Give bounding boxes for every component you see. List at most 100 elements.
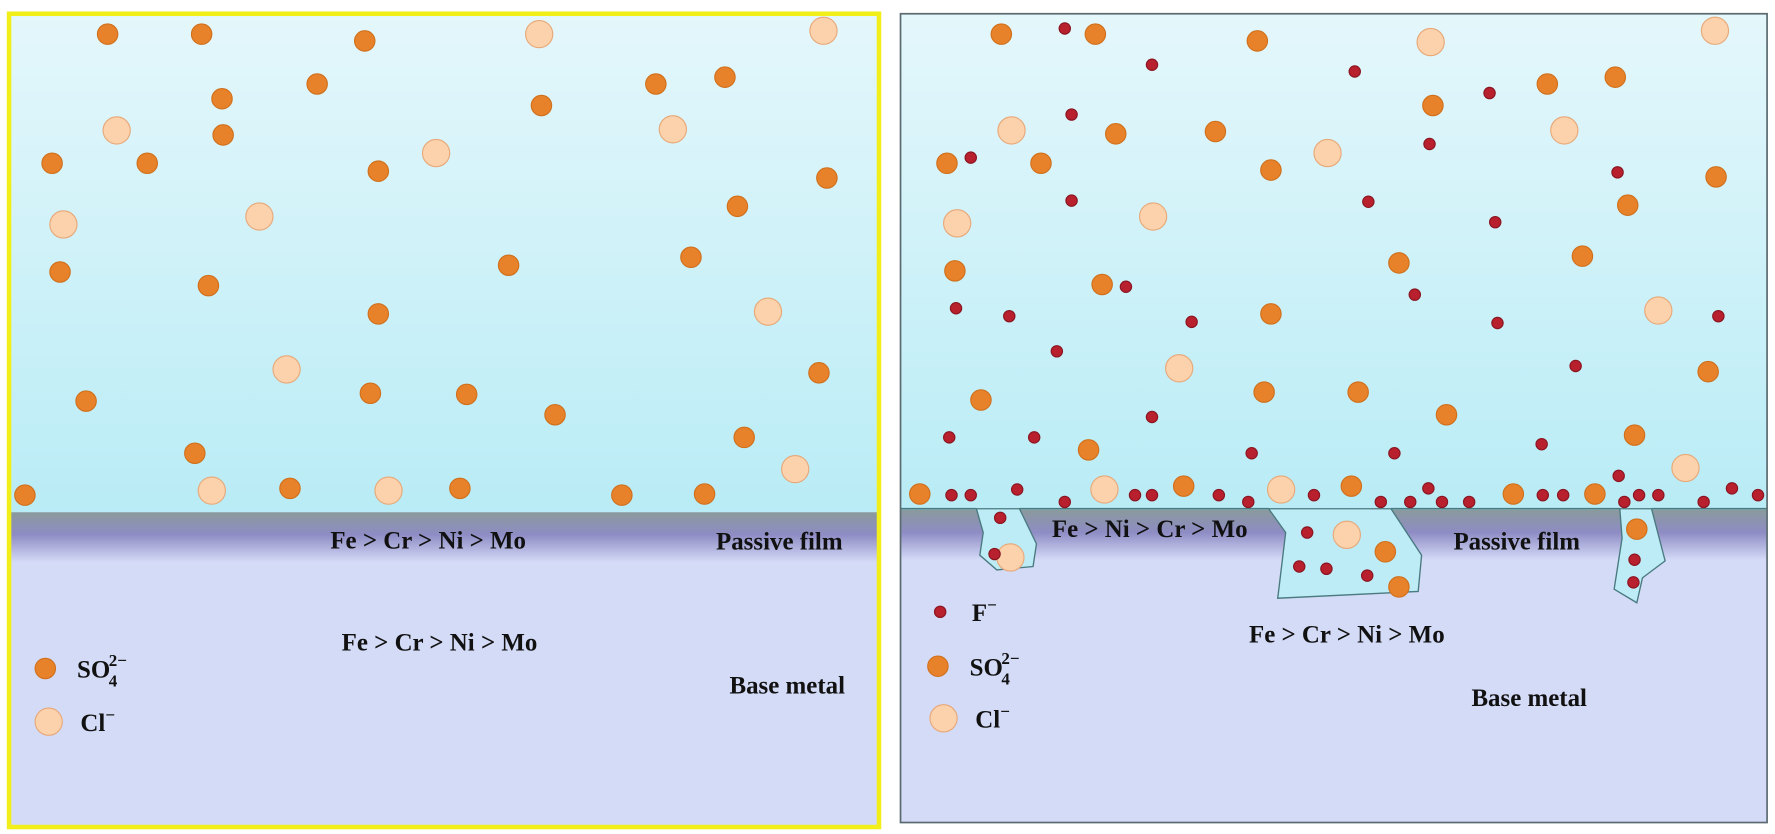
f-ion [1462,495,1476,509]
f-ion [949,302,963,315]
f-ion [1212,488,1226,502]
so4-ion [1260,159,1282,181]
so4-ion [1077,439,1100,461]
f-ion [1128,488,1142,502]
f-ion [988,547,1001,561]
base-label: Base metal [1471,685,1587,712]
cl-ion [1266,475,1296,504]
cl-ion [1550,116,1579,145]
f-ion [1185,315,1198,329]
cl-ion [1138,202,1168,231]
so4-ion [1626,518,1648,540]
cl-ion [197,476,226,505]
so4-ion [1091,273,1113,296]
f-ion [1065,108,1078,121]
formula: Cl [975,706,1000,733]
f-ion [1360,569,1374,582]
cl-ion [1165,354,1194,383]
cl-ion [525,19,554,49]
so4-ion [212,124,234,146]
panel-border [6,11,882,830]
cl-ion [1090,475,1119,504]
so4-ion [611,484,633,506]
f-ion [1010,483,1024,496]
so4-ion [190,23,213,45]
particles [14,16,1765,598]
so4-ion [1697,360,1719,383]
f-ion [943,431,956,444]
so4-ion [1260,303,1282,325]
f-ion [1003,309,1016,323]
cl-ion [809,16,838,45]
so4-ion [944,260,966,282]
so4-ion [1584,483,1606,505]
f-ion [1145,410,1159,424]
base-order: Fe > Cr > Ni > Mo [342,629,538,656]
legend-swatch [34,657,57,680]
so4-ion [1705,166,1727,188]
so4-ion [497,254,520,276]
f-ion [1145,488,1159,502]
cl-ion [753,297,783,326]
f-ion [1712,309,1725,323]
f-ion [1119,280,1133,293]
f-ion [1556,488,1570,502]
charge: − [1000,702,1010,721]
cl-ion [1313,138,1342,168]
so4-ion [1616,194,1639,216]
so4-ion [909,483,931,505]
f-ion [1612,469,1625,483]
legend-swatch [34,707,63,736]
f-ion [1050,345,1064,358]
so4-ion [970,389,992,411]
so4-ion [279,477,301,500]
so4-ion [726,195,749,218]
f-ion [1488,215,1502,229]
f-ion [1374,495,1388,509]
f-ion [1348,65,1361,78]
legend-swatch [927,655,949,677]
f-ion [1307,488,1321,502]
so4-ion [680,246,702,269]
f-ion [1065,194,1078,207]
f-ion [1058,495,1072,509]
so4-ion [49,261,71,283]
so4-ion [1347,381,1369,403]
charge: − [987,596,997,615]
so4-ion [714,66,736,88]
base-order: Fe > Cr > Ni > Mo [1249,621,1445,648]
base-label: Base metal [729,672,845,699]
f-ion [1611,166,1624,179]
so4-ion [1374,541,1397,563]
so4-ion [41,152,63,175]
f-ion [1751,488,1765,502]
left-panel [6,11,882,830]
so4-ion [816,167,838,189]
so4-ion [1388,576,1410,598]
subscript: 4 [109,672,118,691]
f-ion [1058,22,1072,35]
f-ion [993,511,1007,525]
film-label: Passive film [716,529,843,556]
formula: Cl [80,710,105,737]
cl-ion [996,543,1025,572]
f-ion [1423,137,1436,151]
cl-ion [997,116,1026,145]
f-ion [1632,488,1646,502]
so4-ion [75,390,97,412]
so4-ion [1623,424,1646,446]
cl-ion [245,202,274,231]
cl-ion [1416,27,1445,57]
formula: SO [77,657,110,684]
so4-ion [808,362,830,384]
so4-ion [1604,66,1627,88]
so4-ion [455,383,478,406]
legend-label: F− [972,596,997,627]
f-ion [1422,482,1435,495]
cl-ion [272,355,301,384]
charge: 2− [1001,649,1019,668]
so4-ion [211,87,233,110]
film-label: Passive film [1453,529,1580,556]
f-ion [1569,359,1582,373]
